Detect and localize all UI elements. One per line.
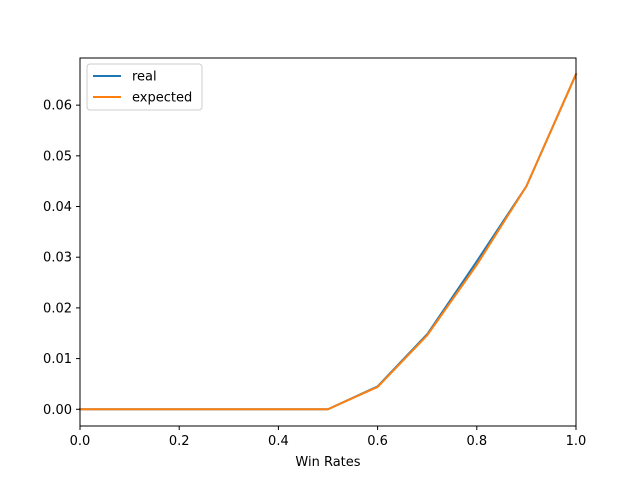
x-axis-ticks: 0.0 0.2 0.4 0.6 0.8 1.0 [70, 426, 587, 449]
y-tick-label: 0.05 [43, 149, 72, 164]
y-tick-label: 0.02 [43, 301, 72, 316]
x-tick-label: 1.0 [566, 434, 587, 449]
legend-label-expected: expected [132, 91, 192, 106]
y-tick-label: 0.01 [43, 352, 72, 367]
x-tick-label: 0.0 [70, 434, 91, 449]
x-tick-label: 0.2 [169, 434, 190, 449]
x-tick-label: 0.6 [367, 434, 388, 449]
x-axis-label: Win Rates [295, 455, 360, 470]
plot-area [80, 58, 576, 426]
series-layer [79, 72, 578, 411]
plot-frame [79, 57, 577, 427]
y-axis-ticks: 0.00 0.01 0.02 0.03 0.04 0.05 0.06 [43, 99, 80, 418]
y-tick-label: 0.03 [43, 251, 72, 266]
y-tick-label: 0.00 [43, 403, 72, 418]
legend: real expected [86, 63, 203, 111]
x-tick-label: 0.8 [466, 434, 487, 449]
legend-label-real: real [132, 70, 157, 85]
series-line-expected [79, 72, 578, 411]
y-tick-label: 0.04 [43, 200, 72, 215]
x-tick-label: 0.4 [268, 434, 289, 449]
y-tick-label: 0.06 [43, 99, 72, 114]
